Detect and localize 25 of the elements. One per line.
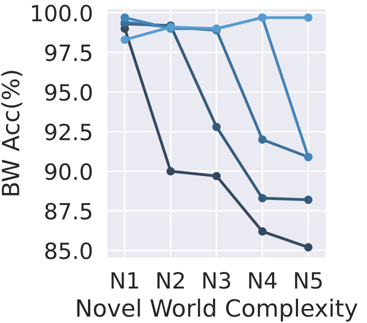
x-tick-label: N4 (249, 272, 277, 288)
point (120, 36, 129, 44)
y-tick-label: 87.5 (45, 202, 92, 220)
y-axis-title: BW Acc(%) (1, 70, 22, 196)
y-tick-label: 97.5 (45, 44, 92, 62)
point (258, 135, 267, 144)
point (212, 122, 221, 132)
x-tick-label: N2 (157, 272, 184, 288)
y-tick-label: 85.0 (45, 242, 92, 260)
point (304, 243, 312, 252)
y-tick-label: 90.0 (45, 163, 92, 180)
x-axis-title: Novel World Complexity (77, 298, 358, 322)
y-tick-label: 100.0 (32, 4, 92, 22)
point (120, 13, 129, 22)
x-tick-label: N1 (112, 272, 138, 288)
point (304, 13, 312, 22)
point (212, 172, 221, 180)
point (304, 196, 312, 204)
point (258, 194, 267, 202)
point (258, 227, 267, 236)
x-tick-label: N5 (295, 272, 322, 289)
y-tick-label: 92.5 (45, 124, 92, 140)
y-tick-label: 95.0 (45, 84, 92, 101)
x-tick-label: N3 (203, 272, 230, 289)
point (166, 167, 175, 176)
